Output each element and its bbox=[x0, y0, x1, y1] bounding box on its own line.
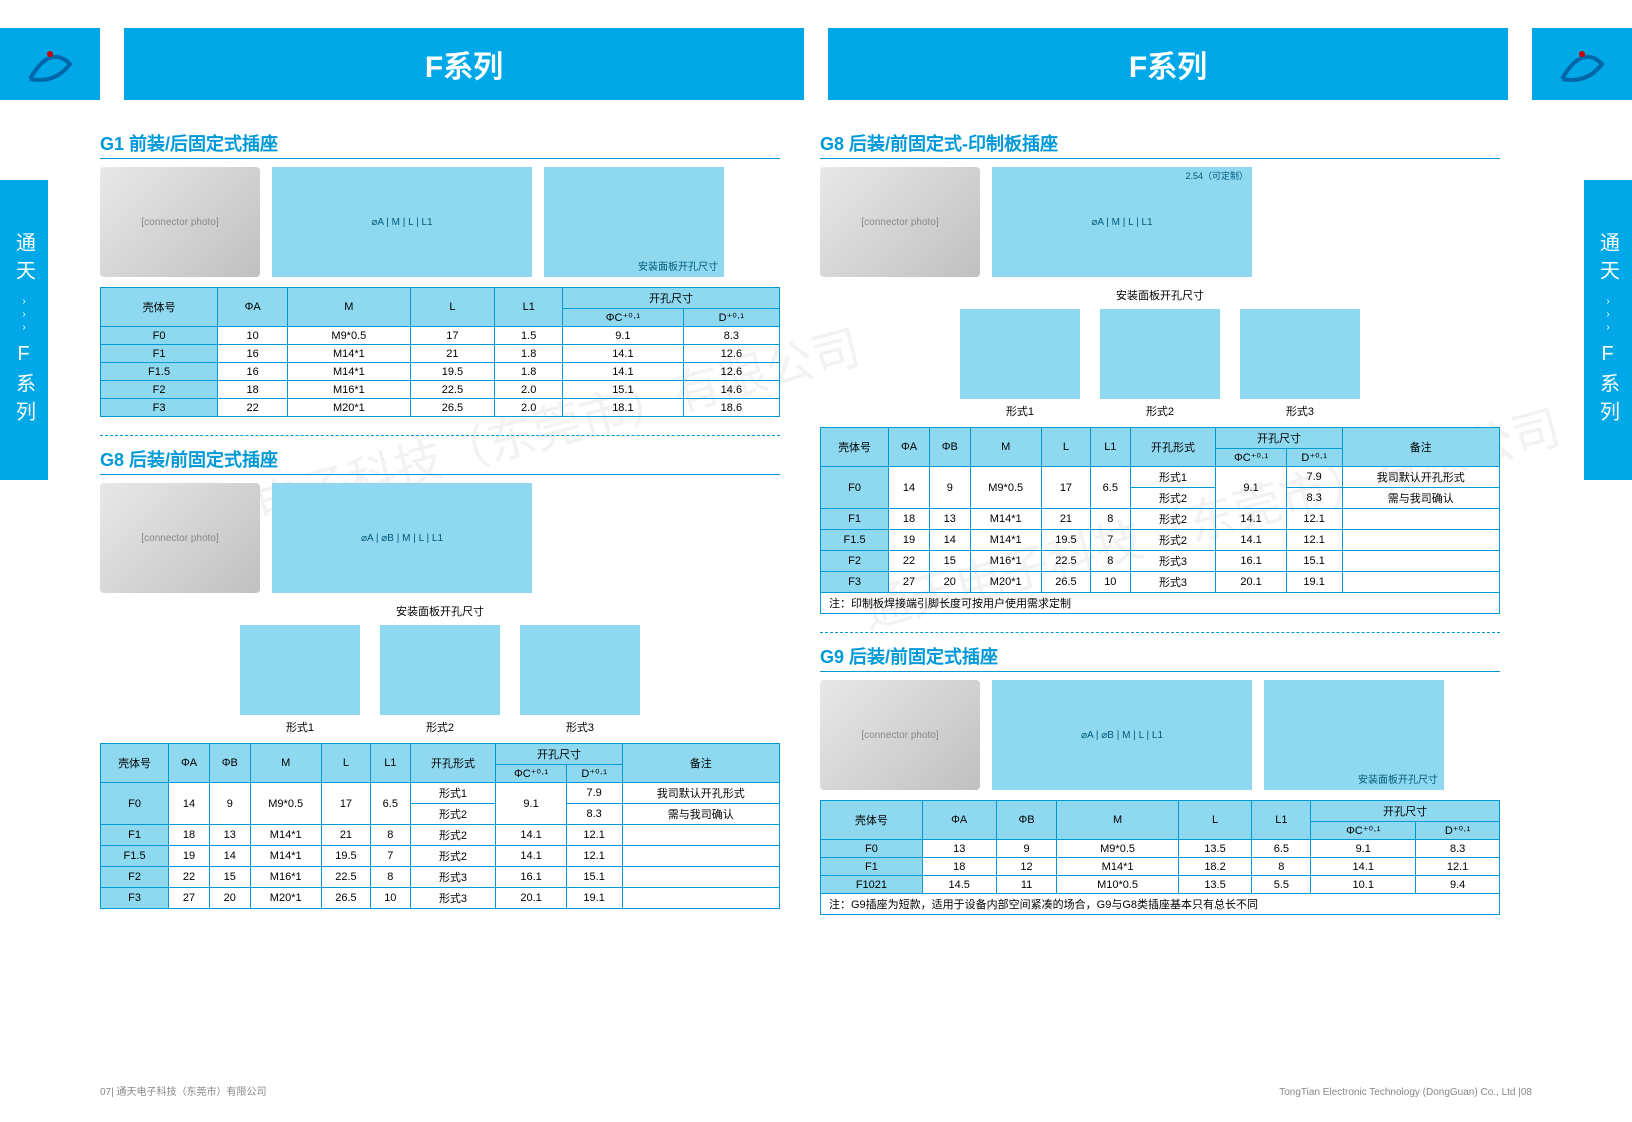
g8-left-table: 壳体号ΦAΦBMLL1开孔形式开孔尺寸备注ΦC⁺⁰·¹D⁺⁰·¹F0149M9*… bbox=[100, 743, 780, 909]
logo-right bbox=[1532, 28, 1632, 100]
g1-table: 壳体号ΦAMLL1开孔尺寸ΦC⁺⁰·¹D⁺⁰·¹F010M9*0.5171.59… bbox=[100, 287, 780, 417]
footer-right: TongTian Electronic Technology (DongGuan… bbox=[1279, 1087, 1532, 1098]
g1-photo: [connector photo] bbox=[100, 167, 260, 277]
separator bbox=[820, 632, 1500, 633]
g8r-photo: [connector photo] bbox=[820, 167, 980, 277]
g9-hole-diagram: 安装面板开孔尺寸 bbox=[1264, 680, 1444, 790]
g8-left-title: G8 后装/前固定式插座 bbox=[100, 446, 780, 475]
g8-right-table: 壳体号ΦAΦBMLL1开孔形式开孔尺寸备注ΦC⁺⁰·¹D⁺⁰·¹F0149M9*… bbox=[820, 427, 1500, 614]
g9-diagram: ⌀A | ⌀B | M | L | L1 bbox=[992, 680, 1252, 790]
g8-photo: [connector photo] bbox=[100, 483, 260, 593]
header-title-left: F系列 bbox=[124, 28, 804, 100]
g8-caption: 安装面板开孔尺寸 bbox=[100, 603, 780, 619]
footer-left: 07| 通天电子科技（东莞市）有限公司 bbox=[100, 1083, 267, 1098]
g1-diagram: ⌀A | M | L | L1 bbox=[272, 167, 532, 277]
g9-table: 壳体号ΦAΦBMLL1开孔尺寸ΦC⁺⁰·¹D⁺⁰·¹F0139M9*0.513.… bbox=[820, 800, 1500, 915]
side-tab-right: 通天›››F系列 bbox=[1584, 180, 1632, 480]
g8r-diagram: ⌀A | M | L | L12.54（可定制） bbox=[992, 167, 1252, 277]
page-08: G8 后装/前固定式-印制板插座 [connector photo] ⌀A | … bbox=[820, 130, 1500, 933]
header-title-right: F系列 bbox=[828, 28, 1508, 100]
g9-title: G9 后装/前固定式插座 bbox=[820, 643, 1500, 672]
logo-left bbox=[0, 28, 100, 100]
g1-hole-diagram: 安装面板开孔尺寸 bbox=[544, 167, 724, 277]
page-07: G1 前装/后固定式插座 [connector photo] ⌀A | M | … bbox=[100, 130, 780, 927]
g9-photo: [connector photo] bbox=[820, 680, 980, 790]
separator bbox=[100, 435, 780, 436]
g8-right-title: G8 后装/前固定式-印制板插座 bbox=[820, 130, 1500, 159]
header-band: F系列 F系列 bbox=[0, 28, 1632, 100]
g8r-form-diagrams: 形式1 形式2 形式3 bbox=[820, 309, 1500, 419]
g1-title: G1 前装/后固定式插座 bbox=[100, 130, 780, 159]
g8-diagram: ⌀A | ⌀B | M | L | L1 bbox=[272, 483, 532, 593]
g8-form-diagrams: 形式1 形式2 形式3 bbox=[100, 625, 780, 735]
g8r-caption: 安装面板开孔尺寸 bbox=[820, 287, 1500, 303]
side-tab-left: 通天›››F系列 bbox=[0, 180, 48, 480]
